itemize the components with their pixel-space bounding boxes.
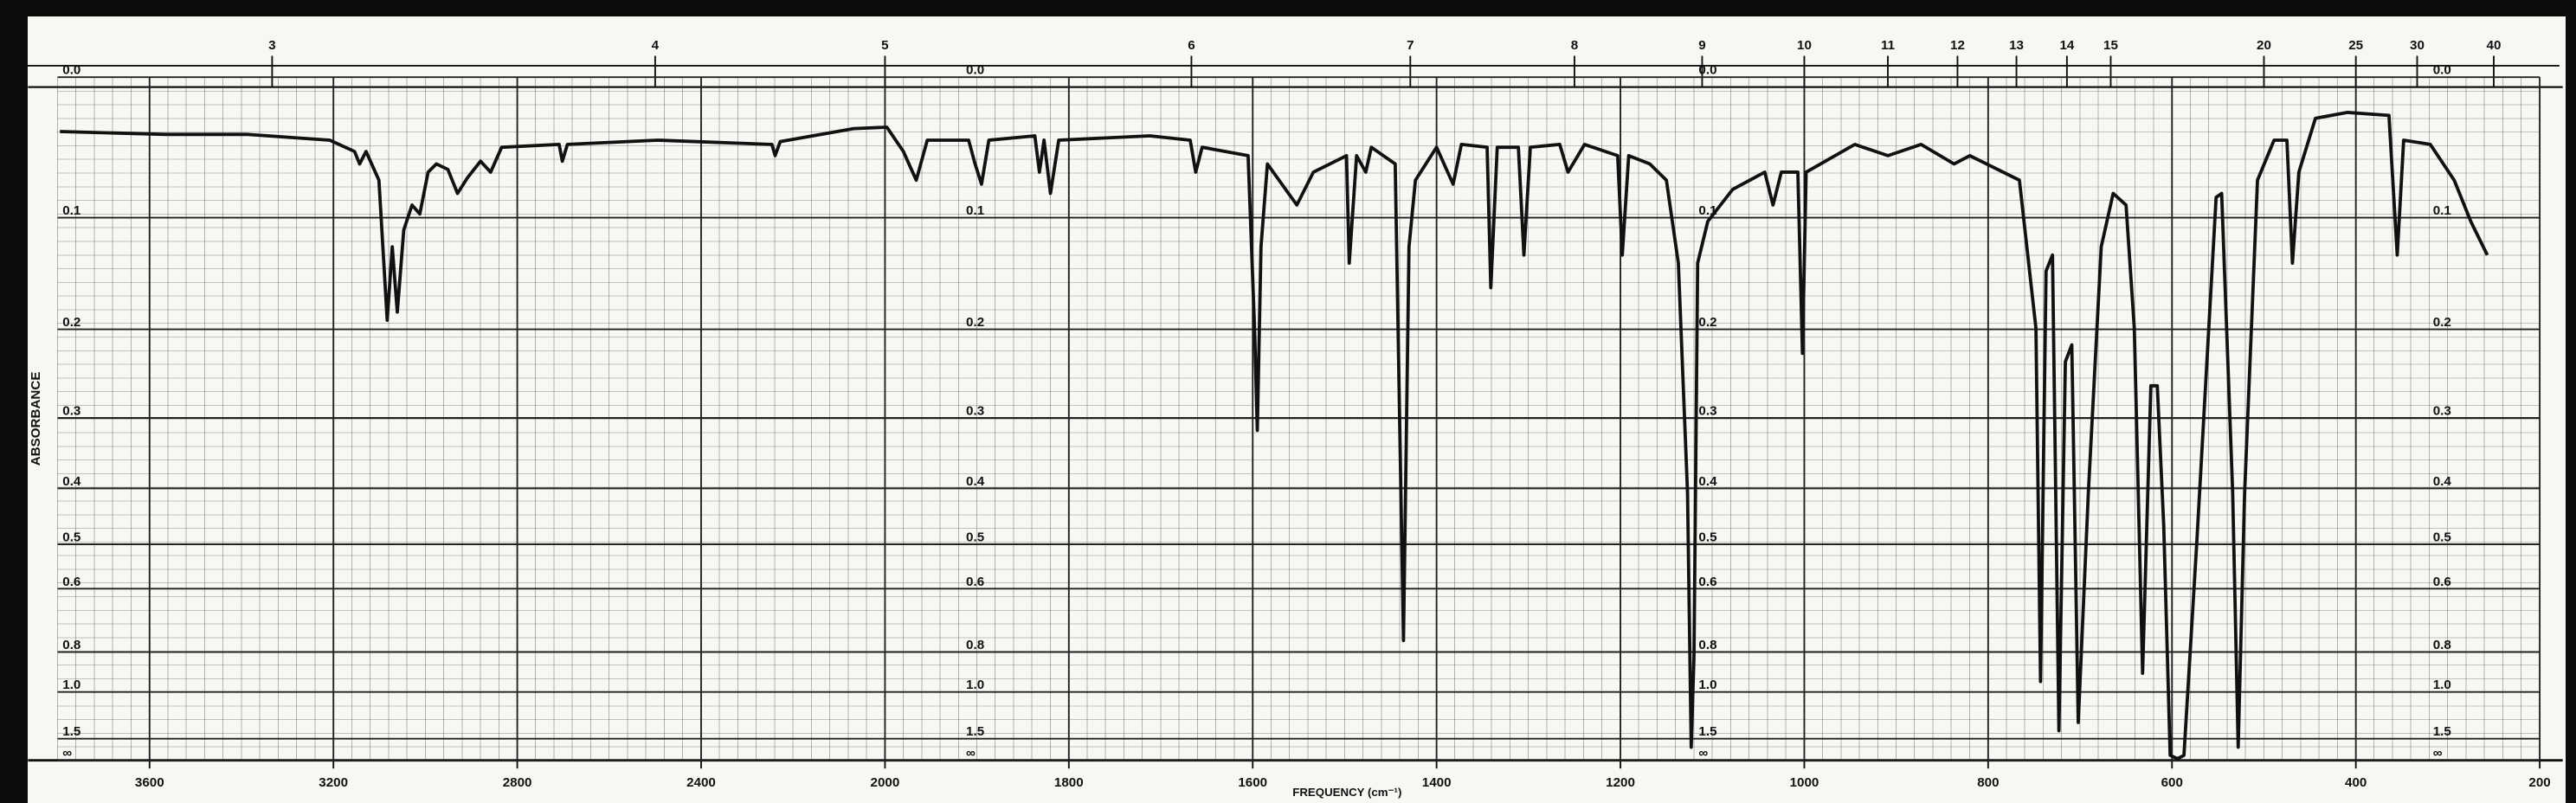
x-tick-label: 2000 bbox=[871, 775, 900, 790]
y-tick-label: 0.0 bbox=[966, 63, 984, 78]
y-tick-label: 0.8 bbox=[966, 638, 984, 652]
y-tick-label: 1.0 bbox=[1698, 678, 1716, 692]
y-tick-label: 1.5 bbox=[62, 724, 81, 739]
x2-tick-label: 15 bbox=[2103, 38, 2118, 53]
y-tick-label: 0.2 bbox=[62, 315, 80, 330]
y-tick-label: 1.5 bbox=[966, 724, 985, 739]
y-tick-label: 0.3 bbox=[966, 403, 984, 418]
x2-tick-label: 12 bbox=[1950, 38, 1965, 53]
y-tick-label: ∞ bbox=[62, 746, 72, 761]
x2-tick-label: 9 bbox=[1698, 38, 1705, 53]
y-tick-label: 0.6 bbox=[1698, 575, 1716, 589]
x-tick-label: 3200 bbox=[319, 775, 348, 790]
y-tick-label: 0.8 bbox=[62, 638, 80, 652]
x2-tick-label: 5 bbox=[881, 38, 889, 53]
y-tick-label: 0.6 bbox=[2433, 575, 2451, 589]
x-tick-label: 1600 bbox=[1238, 775, 1267, 790]
y-tick-label: ∞ bbox=[2433, 746, 2443, 761]
x-tick-label: 2400 bbox=[686, 775, 716, 790]
x-tick-label: 3600 bbox=[135, 775, 164, 790]
y-tick-label: 0.3 bbox=[1698, 403, 1716, 418]
y-tick-label: 1.5 bbox=[2433, 724, 2452, 739]
y-tick-label: 0.3 bbox=[62, 403, 80, 418]
x2-tick-label: 40 bbox=[2487, 38, 2502, 53]
y-tick-label: 0.0 bbox=[2433, 63, 2451, 78]
y-axis-label: ABSORBANCE bbox=[29, 372, 43, 466]
x2-tick-label: 20 bbox=[2257, 38, 2271, 53]
minor-grid bbox=[57, 77, 2541, 761]
y-tick-label: 1.5 bbox=[1698, 724, 1717, 739]
y-tick-label: ∞ bbox=[1698, 746, 1708, 761]
y-tick-label: 0.2 bbox=[966, 315, 984, 330]
y-tick-label: 0.2 bbox=[2433, 315, 2451, 330]
x2-tick-label: 13 bbox=[2009, 38, 2024, 53]
x2-tick-label: 8 bbox=[1571, 38, 1578, 53]
x-tick-label: 1000 bbox=[1790, 775, 1819, 790]
spectrum-line bbox=[60, 111, 2489, 761]
y-tick-label: 0.1 bbox=[62, 203, 81, 218]
y-tick-label: 0.4 bbox=[2433, 474, 2452, 489]
y-tick-label: 0.4 bbox=[62, 474, 81, 489]
x2-tick-label: 3 bbox=[268, 38, 275, 53]
y-tick-label: 1.0 bbox=[966, 678, 984, 692]
x-tick-label: 200 bbox=[2528, 775, 2550, 790]
y-tick-label: 0.4 bbox=[1698, 474, 1717, 489]
y-tick-label: 0.5 bbox=[1698, 530, 1717, 544]
x-tick-label: 1800 bbox=[1054, 775, 1084, 790]
x2-tick-label: 30 bbox=[2410, 38, 2425, 53]
x2-tick-label: 11 bbox=[1881, 38, 1896, 53]
y-tick-label: 0.2 bbox=[1698, 315, 1716, 330]
y-tick-label: 0.6 bbox=[966, 575, 984, 589]
y-tick-label: 0.1 bbox=[2433, 203, 2452, 218]
y-tick-label: 1.0 bbox=[62, 678, 80, 692]
y-tick-label: 1.0 bbox=[2433, 678, 2451, 692]
y-tick-label: 0.0 bbox=[1698, 63, 1716, 78]
x-tick-label: 1200 bbox=[1606, 775, 1635, 790]
x-tick-label: 2800 bbox=[503, 775, 532, 790]
x2-tick-label: 10 bbox=[1797, 38, 1812, 53]
x-tick-label: 600 bbox=[2161, 775, 2183, 790]
y-tick-label: 0.5 bbox=[966, 530, 985, 544]
y-tick-label: 0.5 bbox=[62, 530, 81, 544]
y-tick-label: 0.0 bbox=[62, 63, 80, 78]
x2-tick-label: 7 bbox=[1407, 38, 1414, 53]
x2-tick-label: 6 bbox=[1188, 38, 1195, 53]
y-tick-label: ∞ bbox=[966, 746, 976, 761]
y-tick-label: 0.1 bbox=[966, 203, 985, 218]
x-tick-label: 400 bbox=[2345, 775, 2367, 790]
x2-tick-label: 14 bbox=[2059, 38, 2074, 53]
y-tick-label: 0.6 bbox=[62, 575, 80, 589]
y-tick-label: 0.8 bbox=[2433, 638, 2451, 652]
y-tick-label: 0.8 bbox=[1698, 638, 1716, 652]
x2-tick-label: 25 bbox=[2348, 38, 2363, 53]
x-axis-label: FREQUENCY (cm⁻¹) bbox=[1292, 786, 1401, 799]
y-tick-label: 0.3 bbox=[2433, 403, 2451, 418]
y-tick-label: 0.5 bbox=[2433, 530, 2452, 544]
y-tick-label: 0.4 bbox=[966, 474, 985, 489]
x-tick-label: 1400 bbox=[1422, 775, 1452, 790]
x-tick-label: 800 bbox=[1977, 775, 1999, 790]
x2-tick-label: 4 bbox=[652, 38, 660, 53]
